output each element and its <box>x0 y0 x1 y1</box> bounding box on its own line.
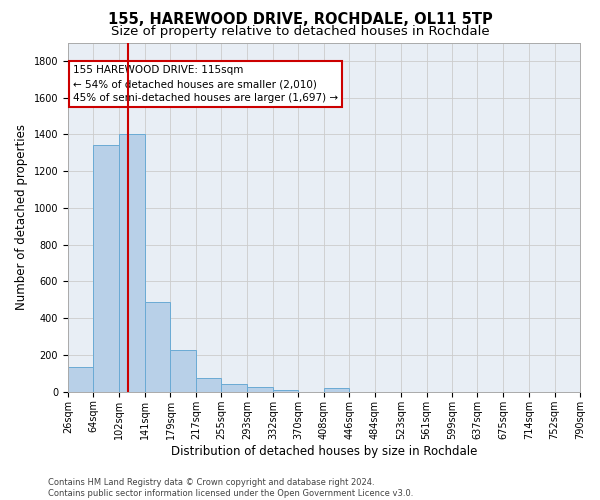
Bar <box>273 390 298 392</box>
Text: 155, HAREWOOD DRIVE, ROCHDALE, OL11 5TP: 155, HAREWOOD DRIVE, ROCHDALE, OL11 5TP <box>107 12 493 28</box>
Bar <box>94 146 119 392</box>
Bar <box>119 134 145 392</box>
Text: 155 HAREWOOD DRIVE: 115sqm
← 54% of detached houses are smaller (2,010)
45% of s: 155 HAREWOOD DRIVE: 115sqm ← 54% of deta… <box>73 65 338 103</box>
Bar <box>170 350 196 392</box>
X-axis label: Distribution of detached houses by size in Rochdale: Distribution of detached houses by size … <box>171 444 477 458</box>
Bar <box>196 378 221 392</box>
Bar <box>221 384 247 392</box>
Y-axis label: Number of detached properties: Number of detached properties <box>15 124 28 310</box>
Text: Contains HM Land Registry data © Crown copyright and database right 2024.
Contai: Contains HM Land Registry data © Crown c… <box>48 478 413 498</box>
Bar <box>68 366 94 392</box>
Bar <box>324 388 349 392</box>
Text: Size of property relative to detached houses in Rochdale: Size of property relative to detached ho… <box>110 25 490 38</box>
Bar <box>247 387 273 392</box>
Bar <box>145 302 170 392</box>
